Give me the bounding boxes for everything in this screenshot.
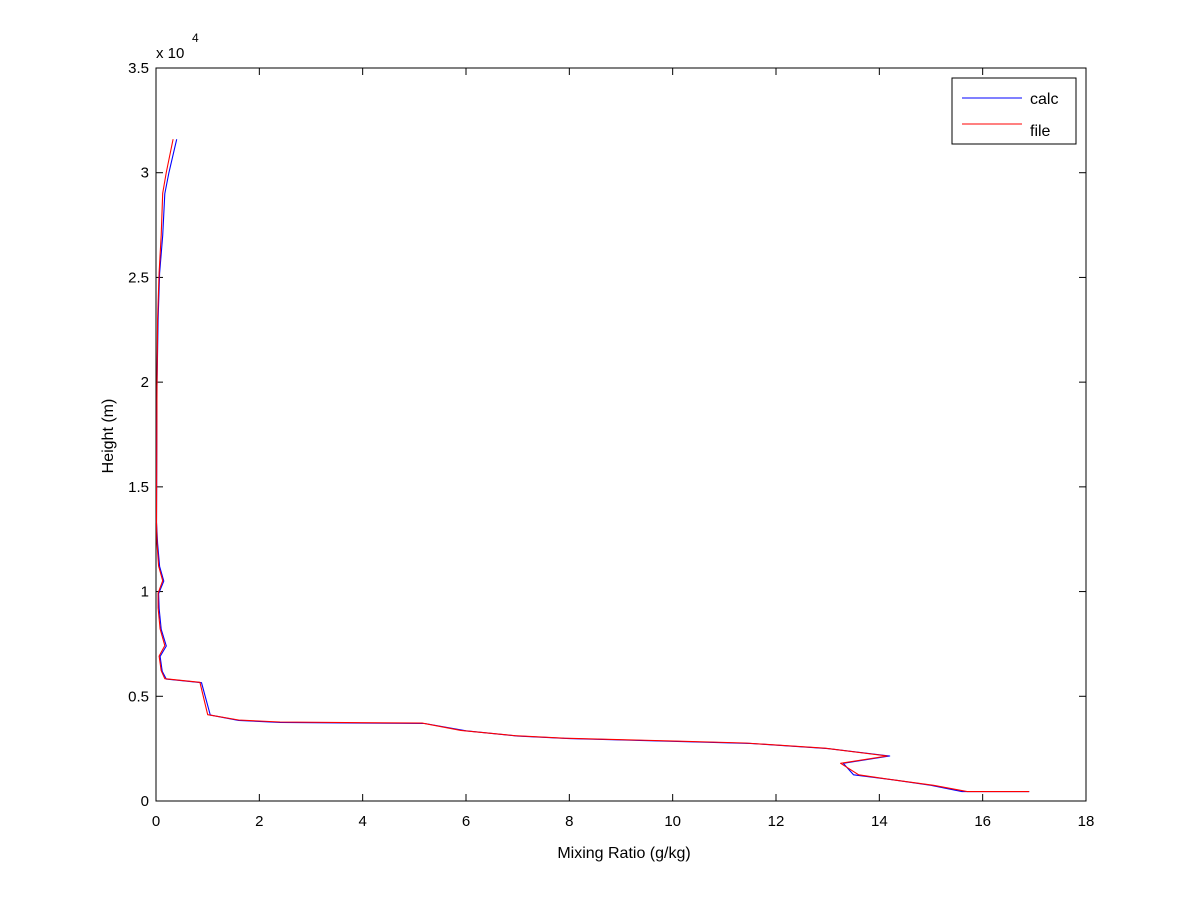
x-tick-label: 12: [768, 813, 785, 830]
x-tick-label: 8: [565, 813, 573, 830]
x-tick-label: 16: [974, 813, 991, 830]
x-tick-label: 0: [152, 813, 160, 830]
y-tick-label: 2: [141, 374, 149, 391]
legend-label-file: file: [1030, 123, 1051, 140]
x-axis-ticks: 0 2 4 6 8 10 12 14 16 18: [152, 68, 1095, 830]
series-line-file: [155, 139, 1030, 793]
series-layer: [155, 139, 1030, 793]
y-exponent-power: 4: [192, 31, 199, 45]
y-tick-label: 1: [141, 584, 149, 601]
legend: calc file: [951, 77, 1077, 145]
x-tick-label: 2: [255, 813, 263, 830]
x-tick-label: 18: [1078, 813, 1095, 830]
x-tick-label: 6: [462, 813, 470, 830]
y-axis-label: Height (m): [100, 399, 117, 474]
y-tick-label: 0.5: [128, 688, 149, 705]
y-tick-label: 3.5: [128, 60, 149, 77]
y-exponent-label: x 10: [156, 45, 184, 62]
plot-area-frame: [155, 67, 1087, 802]
y-tick-label: 0: [141, 793, 149, 810]
legend-box: [951, 77, 1077, 145]
y-tick-label: 2.5: [128, 269, 149, 286]
y-axis-ticks: 0 0.5 1 1.5 2 2.5 3 3.5: [128, 60, 1086, 810]
x-tick-label: 10: [664, 813, 681, 830]
legend-label-calc: calc: [1030, 91, 1058, 108]
x-axis-label: Mixing Ratio (g/kg): [557, 845, 690, 862]
x-tick-label: 14: [871, 813, 888, 830]
y-tick-label: 3: [141, 165, 149, 182]
y-tick-label: 1.5: [128, 479, 149, 496]
x-tick-label: 4: [358, 813, 366, 830]
